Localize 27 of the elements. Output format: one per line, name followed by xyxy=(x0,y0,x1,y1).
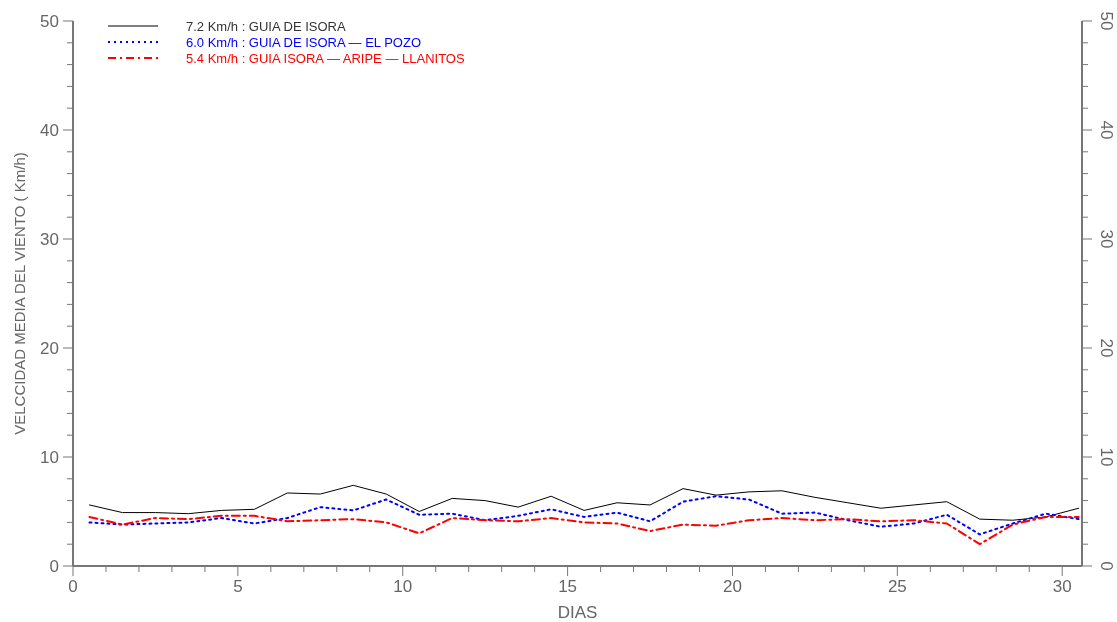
x-tick-label: 30 xyxy=(1052,577,1072,596)
x-tick-label: 10 xyxy=(393,577,413,596)
x-axis-title: DIAS xyxy=(557,603,598,622)
legend-label: 7.2 Km/h : GUIA DE ISORA xyxy=(186,18,346,34)
line-series xyxy=(88,484,1080,521)
y2-tick-label: 10 xyxy=(1097,447,1117,467)
y2-tick-label: 30 xyxy=(1097,229,1117,249)
y2-tick-label: 50 xyxy=(1097,11,1117,31)
x-tick-label: 0 xyxy=(68,577,78,596)
line-series xyxy=(88,495,1080,536)
y2-tick-label: 40 xyxy=(1097,120,1117,140)
legend-label: 5.4 Km/h : GUIA ISORA — ARIPE — LLANITOS xyxy=(186,50,465,66)
x-tick-label: 15 xyxy=(558,577,578,596)
line-series xyxy=(88,514,1080,546)
y-tick-label: 50 xyxy=(40,11,59,31)
y-tick-label: 20 xyxy=(40,338,59,358)
y-axis-title: VELCCIDAD MEDIA DEL VIENTO ( Km/h) xyxy=(11,152,28,435)
x-tick-label: 5 xyxy=(233,577,243,596)
y2-tick-label: 20 xyxy=(1097,338,1117,358)
x-tick-label: 20 xyxy=(723,577,742,596)
y-tick-label: 0 xyxy=(49,556,59,576)
legend-label: 6.0 Km/h : GUIA DE ISORA — EL POZO xyxy=(186,34,422,50)
y-tick-label: 10 xyxy=(40,447,59,467)
x-tick-label: 25 xyxy=(887,577,907,596)
y-tick-label: 30 xyxy=(40,229,59,249)
y-tick-label: 40 xyxy=(40,120,59,140)
y2-tick-label: 0 xyxy=(1097,561,1117,571)
